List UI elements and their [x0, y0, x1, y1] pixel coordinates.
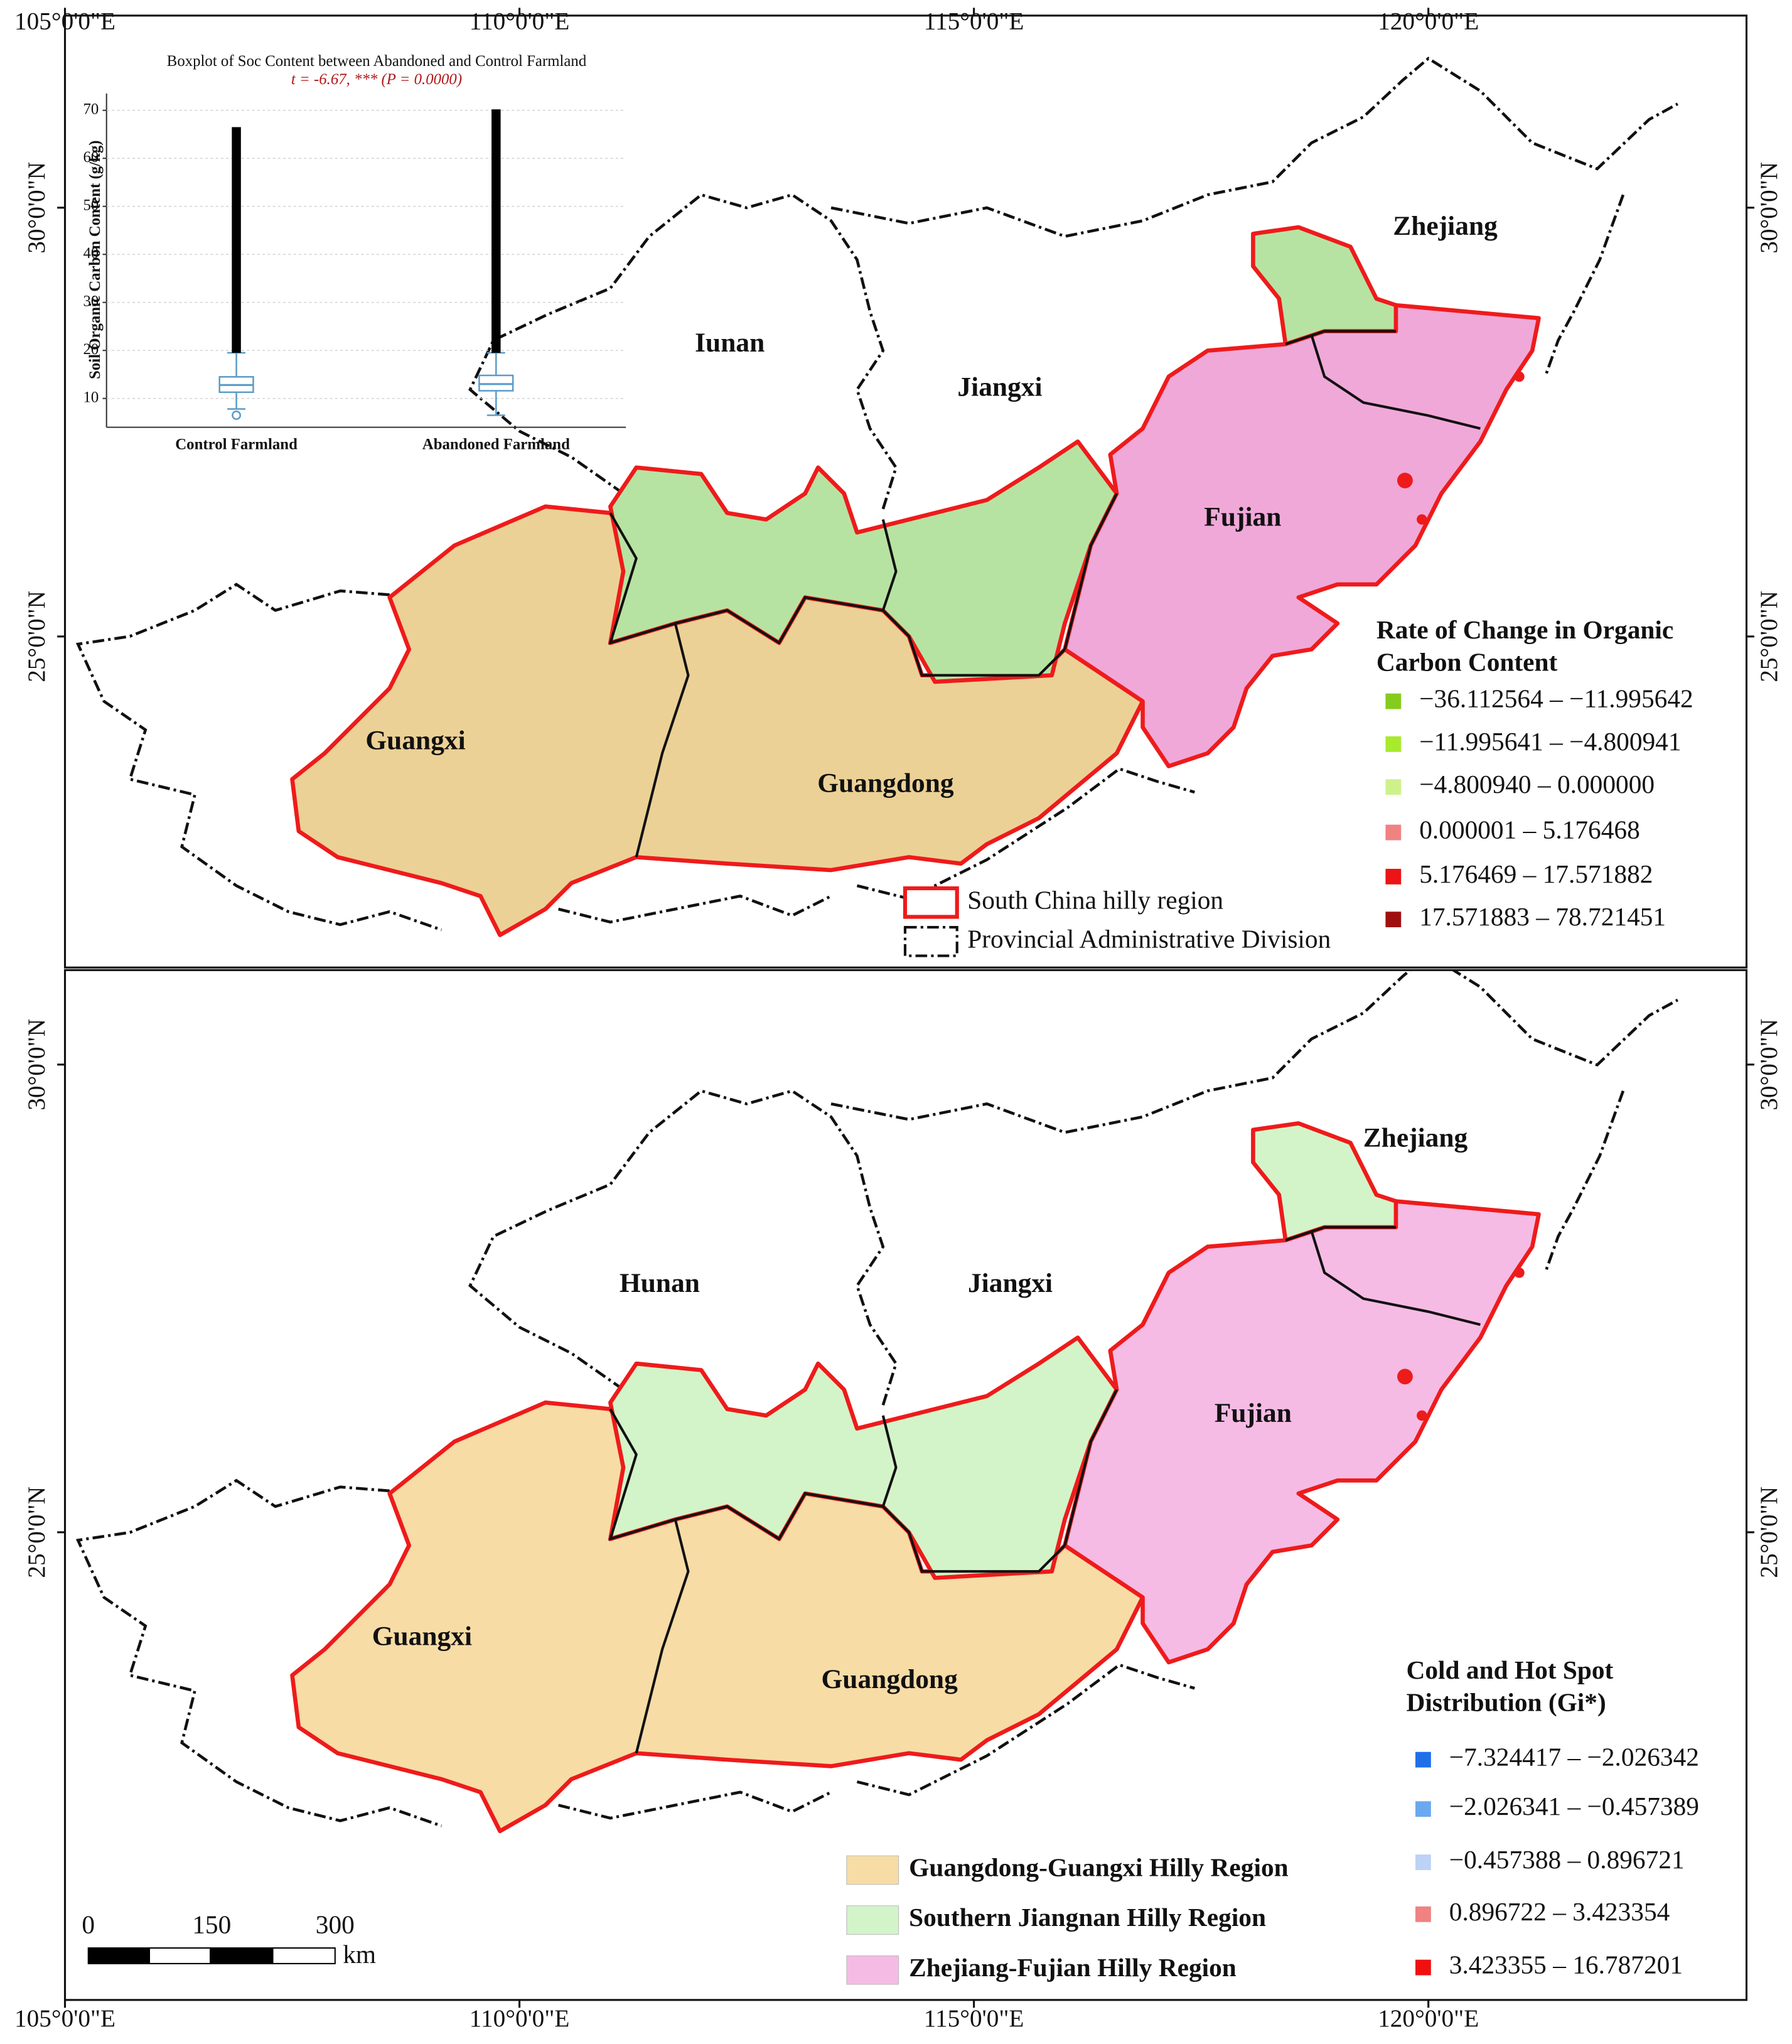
top-frame [63, 14, 1748, 969]
scale-label: 0 [82, 1910, 95, 1939]
hilly-legend-symbol [903, 886, 959, 919]
scale-label: 300 [316, 1910, 355, 1939]
legend-label: 3.423355 – 16.787201 [1449, 1950, 1683, 1979]
inset-x-tick-label: Abandoned Farmland [422, 436, 570, 453]
place-label: Hunan [620, 1268, 700, 1298]
legend-label: 17.571883 – 78.721451 [1419, 902, 1666, 931]
region-label: Guangdong-Guangxi Hilly Region [909, 1853, 1288, 1881]
lon-tick-label: 110°0'0"E [469, 7, 570, 35]
bottom-frame [63, 969, 1748, 2001]
outlier-range [491, 109, 501, 353]
legend-label: −2.026341 – −0.457389 [1449, 1792, 1699, 1821]
scale-label: 150 [192, 1910, 231, 1939]
legend-title: Distribution (Gi*) [1407, 1688, 1606, 1718]
lat-tick-label: 25°0'0"N [1755, 591, 1783, 682]
lon-tick-label: 120°0'0"E [1378, 2004, 1479, 2032]
legend-label: −4.800940 – 0.000000 [1419, 770, 1655, 799]
legend-label: 5.176469 – 17.571882 [1419, 859, 1653, 888]
region-swatch [846, 1955, 899, 1985]
place-label: Guangdong [822, 1664, 958, 1694]
inset-y-tick-label: 10 [83, 389, 99, 406]
region-swatch [846, 1905, 899, 1935]
lat-tick-label: 30°0'0"N [23, 1019, 50, 1111]
legend-swatch [1385, 824, 1402, 841]
place-label: Guangxi [372, 1622, 472, 1652]
lat-tick-label: 25°0'0"N [23, 591, 50, 682]
place-label: Fujian [1215, 1398, 1292, 1428]
legend-title: Cold and Hot Spot [1407, 1655, 1614, 1684]
legend-swatch [1385, 912, 1402, 928]
region-label: Zhejiang-Fujian Hilly Region [909, 1953, 1237, 1982]
outlier [232, 411, 242, 420]
legend-label: 0.896722 – 3.423354 [1449, 1897, 1670, 1926]
inset-y-tick-label: 60 [83, 149, 99, 166]
legend-swatch [1385, 736, 1402, 752]
inset-y-tick-label: 50 [83, 196, 99, 213]
lon-tick-label: 105°0'0"E [14, 2004, 115, 2032]
lat-tick-label: 25°0'0"N [1755, 1487, 1783, 1578]
legend-swatch [1415, 1801, 1431, 1817]
scale-segment [148, 1947, 212, 1964]
region-label: Southern Jiangnan Hilly Region [909, 1903, 1266, 1932]
legend-swatch [1415, 1854, 1431, 1870]
lon-tick-label: 105°0'0"E [14, 7, 115, 35]
region-swatch [846, 1855, 899, 1885]
place-label: Jiangxi [968, 1268, 1053, 1298]
lon-tick-label: 120°0'0"E [1378, 7, 1479, 35]
legend-swatch [1415, 1959, 1431, 1976]
inset-y-tick-label: 30 [83, 293, 99, 309]
inset-x-tick-label: Control Farmland [175, 436, 298, 453]
legend-swatch [1385, 779, 1402, 795]
inset-y-label: Soil Organic Carbon Content (g/kg) [87, 141, 104, 379]
place-label: Fujian [1204, 502, 1281, 532]
legend-label: −36.112564 – −11.995642 [1419, 684, 1693, 713]
legend-label: −11.995641 – −4.800941 [1419, 727, 1681, 756]
lat-tick-label: 30°0'0"N [1755, 1019, 1783, 1111]
legend-label: 0.000001 – 5.176468 [1419, 815, 1640, 844]
place-label: Zhejiang [1393, 211, 1498, 241]
lon-tick-label: 110°0'0"E [469, 2004, 570, 2032]
lon-tick-label: 115°0'0"E [924, 2004, 1024, 2032]
legend-swatch [1385, 693, 1402, 709]
lat-tick-label: 30°0'0"N [23, 162, 50, 254]
place-label: Zhejiang [1363, 1122, 1468, 1153]
legend-title: Carbon Content [1376, 648, 1558, 677]
legend-label: −0.457388 – 0.896721 [1449, 1845, 1685, 1874]
scale-segment [272, 1947, 336, 1964]
inset-y-tick-label: 40 [83, 245, 99, 262]
legend-label: −7.324417 – −2.026342 [1449, 1743, 1699, 1772]
inset-y-tick-label: 20 [83, 341, 99, 358]
legend-label: Provincial Administrative Division [967, 924, 1331, 953]
scale-unit: km [343, 1940, 376, 1969]
lat-tick-label: 25°0'0"N [23, 1487, 50, 1578]
legend-swatch [1415, 1906, 1431, 1922]
scale-segment [87, 1947, 151, 1964]
place-label: Jiangxi [957, 372, 1042, 402]
outlier-range [232, 127, 241, 353]
scale-segment [210, 1947, 274, 1964]
legend-swatch [1385, 868, 1402, 885]
lon-tick-label: 115°0'0"E [924, 7, 1024, 35]
inset-subtitle: t = -6.67, *** (P = 0.0000) [291, 71, 462, 88]
province-legend-symbol [903, 926, 958, 957]
place-label: Iunan [695, 328, 765, 358]
legend-label: South China hilly region [967, 885, 1223, 914]
legend-swatch [1415, 1751, 1431, 1768]
lat-tick-label: 30°0'0"N [1755, 162, 1783, 254]
inset-y-tick-label: 70 [83, 100, 99, 117]
legend-title: Rate of Change in Organic [1376, 615, 1673, 644]
place-label: Guangdong [817, 768, 954, 799]
inset-title: Boxplot of Soc Content between Abandoned… [167, 53, 587, 70]
place-label: Guangxi [365, 725, 465, 755]
